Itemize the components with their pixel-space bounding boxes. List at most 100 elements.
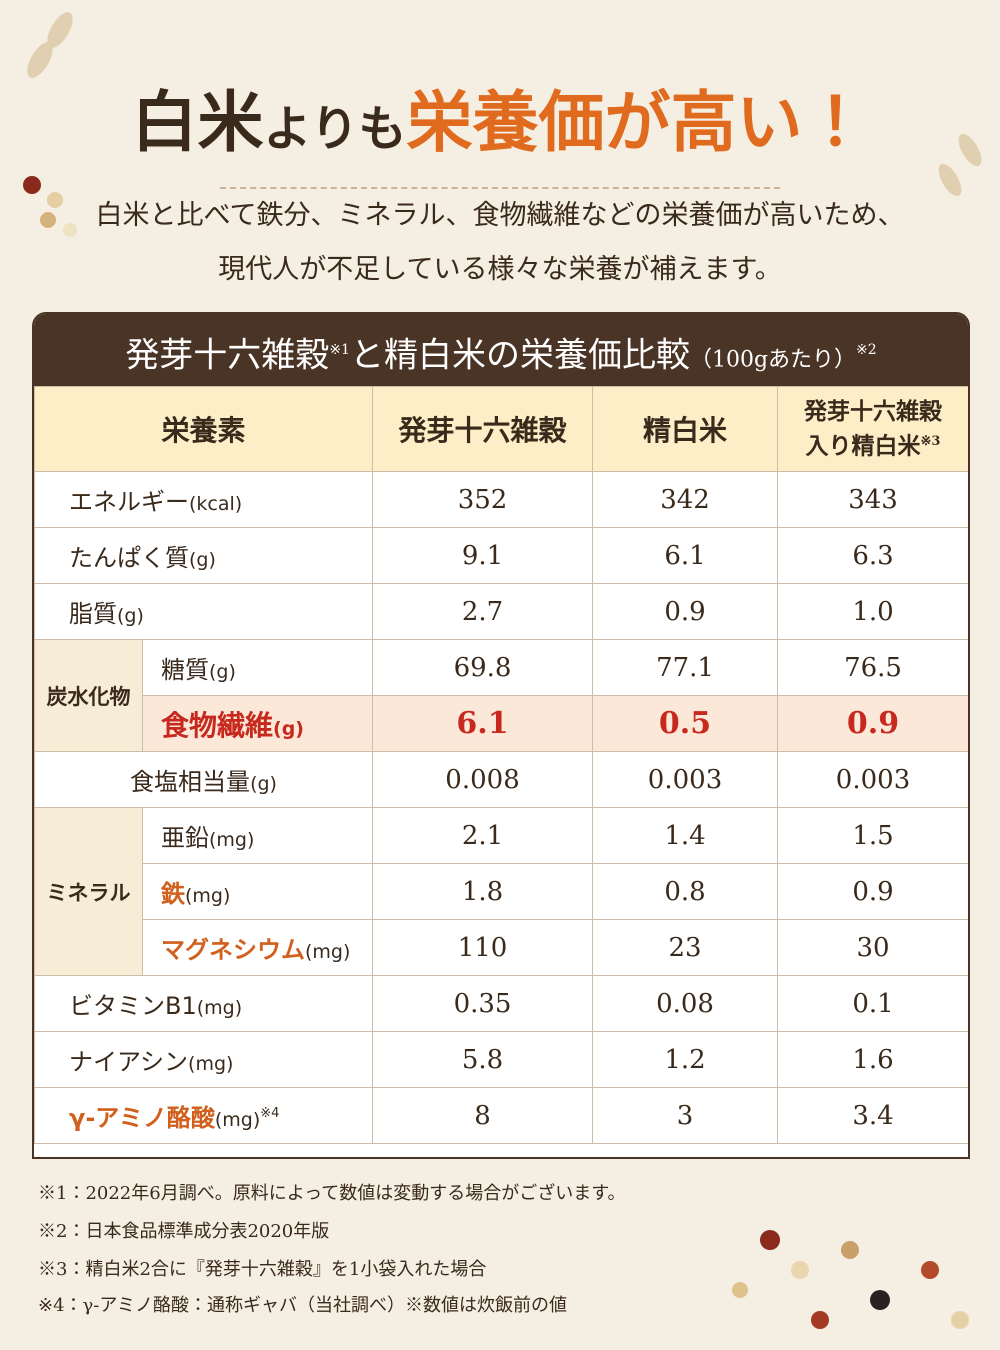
text: 6.1 bbox=[372, 695, 594, 752]
row: たんぱく質(g) 9.1 6.1 6.3 bbox=[34, 527, 968, 584]
text: 0.35 bbox=[372, 975, 594, 1032]
circle bbox=[951, 1311, 969, 1329]
text: 0.08 bbox=[592, 975, 779, 1032]
text: 69.8 bbox=[372, 639, 594, 696]
text: 352 bbox=[372, 471, 594, 528]
title: 白米よりも栄養価が高い！ bbox=[0, 72, 1000, 179]
nutrient: 糖質(g) bbox=[141, 639, 374, 696]
text: 77.1 bbox=[592, 639, 779, 696]
text: エネルギー bbox=[69, 488, 189, 516]
row: ナイアシン(mg) 5.8 1.2 1.6 bbox=[34, 1031, 968, 1088]
table: 栄養素 発芽十六雑穀 精白米 発芽十六雑穀 入り精白米※3 エネルギー(kcal) 352 3… bbox=[34, 386, 968, 1144]
text: 1.4 bbox=[592, 807, 779, 864]
text: 脂質 bbox=[69, 600, 117, 628]
text: ※4：γ-アミノ酪酸：通称ギャバ（当社調べ）※数値は炊飯前の値 bbox=[38, 1295, 568, 1316]
text: ※4 bbox=[260, 1106, 280, 1121]
row: エネルギー(kcal) 352 342 343 bbox=[34, 471, 968, 528]
text: (mg) bbox=[188, 1053, 234, 1075]
text: 0.003 bbox=[592, 751, 779, 808]
text: 343 bbox=[777, 471, 968, 528]
text: 8 bbox=[372, 1087, 594, 1144]
text: (mg) bbox=[185, 885, 231, 907]
nutrient: 食物繊維(g) bbox=[141, 695, 374, 752]
text: ミネラル bbox=[34, 807, 143, 976]
text: ※2 bbox=[856, 342, 877, 358]
text: マグネシウム bbox=[161, 936, 305, 964]
text: ※2：日本食品標準成分表2020年版 bbox=[38, 1221, 330, 1242]
text: ※3：精白米2合に『発芽十六雑穀』を1小袋入れた場合 bbox=[38, 1259, 487, 1280]
ellipse bbox=[27, 42, 53, 78]
text: 0.003 bbox=[777, 751, 968, 808]
ellipse bbox=[47, 12, 73, 48]
row: 鉄(mg) 1.8 0.8 0.9 bbox=[35, 863, 968, 920]
text: 1.0 bbox=[777, 583, 968, 640]
divider bbox=[220, 187, 780, 189]
text: ナイアシン bbox=[69, 1048, 189, 1076]
text: (mg) bbox=[196, 997, 243, 1019]
row: 脂質(g) 2.7 0.9 1.0 bbox=[34, 583, 968, 640]
text: 1.2 bbox=[592, 1031, 779, 1088]
circle bbox=[791, 1261, 809, 1279]
table-box: 発芽十六雑穀※1と精白米の栄養価比較（100gあたり）※2 栄養素 発芽十六雑穀精… bbox=[32, 312, 970, 1159]
text: （100gあたり） bbox=[689, 347, 857, 373]
text: 発芽十六雑穀 bbox=[372, 386, 594, 472]
circle bbox=[760, 1230, 780, 1250]
circle bbox=[841, 1241, 859, 1259]
text: (g) bbox=[117, 605, 144, 627]
text: ビタミンB1 bbox=[69, 992, 197, 1020]
circle bbox=[23, 176, 41, 194]
circle bbox=[40, 212, 56, 228]
text: 0.1 bbox=[777, 975, 968, 1032]
text: 2.1 bbox=[372, 807, 594, 864]
ellipse bbox=[938, 163, 962, 197]
row: ミネラル 亜鉛(mg) 2.1 1.4 1.5 bbox=[34, 807, 968, 976]
text: 1.5 bbox=[777, 807, 968, 864]
text: 1.8 bbox=[372, 863, 594, 920]
text: ※1 bbox=[329, 342, 350, 358]
text: 栄養価が高い！ bbox=[406, 83, 869, 161]
text: 食塩相当量 bbox=[130, 768, 251, 796]
text: 23 bbox=[592, 919, 779, 976]
text: 0.008 bbox=[372, 751, 594, 808]
nutrient: エネルギー(kcal) bbox=[34, 471, 374, 528]
column-header: 発芽十六雑穀 入り精白米※3 bbox=[777, 386, 968, 472]
text: (mg) bbox=[305, 941, 351, 963]
text: たんぱく質 bbox=[69, 544, 189, 572]
text: (g) bbox=[189, 549, 216, 571]
text: 2.7 bbox=[372, 583, 594, 640]
text: 食物繊維 bbox=[161, 708, 274, 742]
text: (g) bbox=[209, 661, 236, 683]
nutrient: ナイアシン(mg) bbox=[34, 1031, 374, 1088]
text: 76.5 bbox=[777, 639, 968, 696]
circle bbox=[63, 223, 77, 237]
g bbox=[27, 12, 982, 197]
circle bbox=[732, 1282, 748, 1298]
text: 1.6 bbox=[777, 1031, 968, 1088]
nutrient: 鉄(mg) bbox=[141, 863, 374, 920]
text: 栄養素 bbox=[34, 386, 374, 472]
circle bbox=[870, 1290, 890, 1310]
text: 入り精白米 bbox=[805, 432, 921, 460]
header-row: 栄養素 発芽十六雑穀 精白米 発芽十六雑穀 入り精白米※3 bbox=[34, 386, 968, 472]
text: よりも bbox=[263, 101, 407, 157]
nutrient: ビタミンB1(mg) bbox=[34, 975, 374, 1032]
text: 0.5 bbox=[592, 695, 779, 752]
caption: 発芽十六雑穀※1と精白米の栄養価比較（100gあたり）※2 bbox=[34, 314, 968, 386]
text: 亜鉛 bbox=[161, 824, 209, 852]
text: 9.1 bbox=[372, 527, 594, 584]
nutrient: マグネシウム(mg) bbox=[141, 919, 374, 976]
tbody: 栄養素 発芽十六雑穀 精白米 発芽十六雑穀 入り精白米※3 エネルギー(kcal) 352 3… bbox=[34, 386, 968, 1144]
text: 30 bbox=[777, 919, 968, 976]
text: 0.8 bbox=[592, 863, 779, 920]
text: 糖質 bbox=[161, 656, 209, 684]
text: 精白米 bbox=[592, 386, 779, 472]
row: γ-アミノ酪酸(mg)※4 8 3 3.4 bbox=[34, 1087, 968, 1144]
text: 3.4 bbox=[777, 1087, 968, 1144]
text: (g) bbox=[250, 773, 277, 795]
row: マグネシウム(mg) 110 23 30 bbox=[35, 919, 968, 976]
nutrient: 亜鉛(mg) bbox=[141, 807, 374, 864]
text: 3 bbox=[592, 1087, 779, 1144]
text: 342 bbox=[592, 471, 779, 528]
